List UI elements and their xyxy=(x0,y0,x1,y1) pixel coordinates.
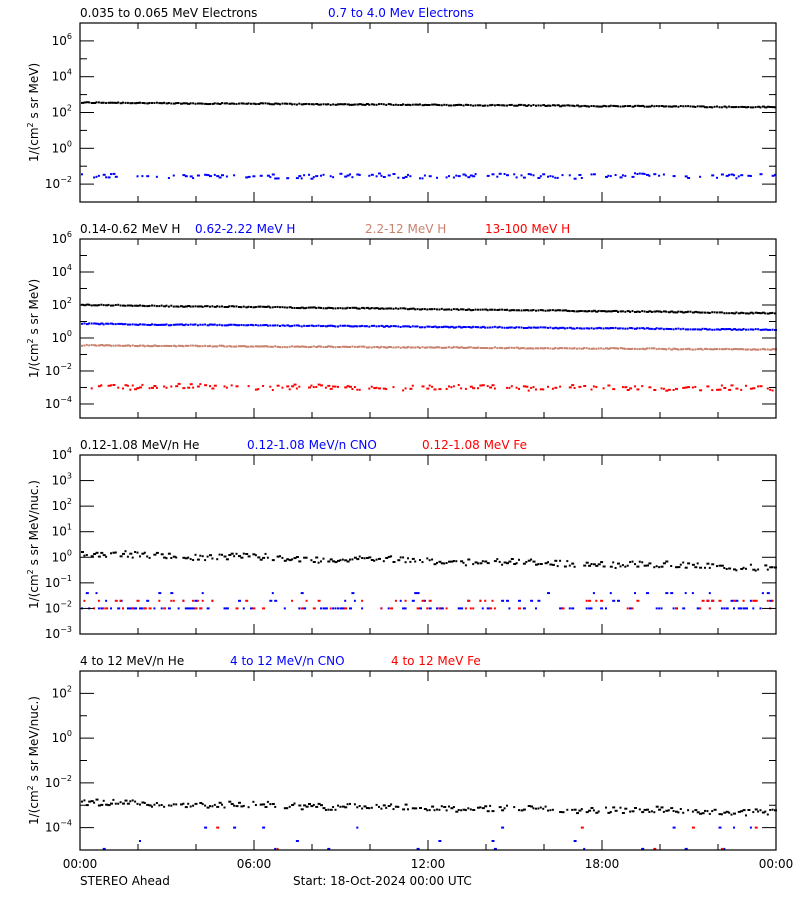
y-axis-label: 1/(cm2 s sr MeV) xyxy=(26,63,41,162)
y-tick-label: 10−3 xyxy=(45,625,72,641)
y-tick-label: 104 xyxy=(52,68,72,84)
legend-entry: 0.035 to 0.065 MeV Electrons xyxy=(80,6,257,20)
y-tick-label: 102 xyxy=(52,684,72,700)
y-tick-label: 100 xyxy=(52,139,72,155)
legend-entry: 0.12-1.08 MeV/n CNO xyxy=(247,438,377,452)
y-tick-label: 104 xyxy=(52,263,72,279)
y-tick-label: 10−2 xyxy=(45,175,72,191)
series-2 xyxy=(83,599,774,610)
legend-entry: 0.12-1.08 MeV Fe xyxy=(422,438,527,452)
y-tick-label: 10−2 xyxy=(45,362,72,378)
series-0 xyxy=(81,550,777,572)
legend-entry: 0.12-1.08 MeV/n He xyxy=(80,438,199,452)
y-tick-label: 106 xyxy=(52,230,72,246)
series-1 xyxy=(102,826,752,850)
x-tick-label: 00:00 xyxy=(63,857,98,871)
panel-3: 0.12-1.08 MeV/n He 0.12-1.08 MeV/n CNO 0.1… xyxy=(26,438,777,641)
y-tick-label: 103 xyxy=(52,472,72,488)
legend-entry: 4 to 12 MeV/n CNO xyxy=(230,654,345,668)
panel-2: 0.14-0.62 MeV H 0.62-2.22 MeV H 2.2-12 MeV… xyxy=(26,222,777,419)
y-tick-label: 100 xyxy=(52,548,72,564)
y-tick-label: 10−2 xyxy=(45,599,72,615)
x-tick-label: 18:00 xyxy=(585,857,620,871)
panel-4: 4 to 12 MeV/n He 4 to 12 MeV/n CNO 4 to 12… xyxy=(26,654,777,851)
y-axis-label: 1/(cm2 s sr MeV/nuc.) xyxy=(26,480,41,609)
y-tick-label: 100 xyxy=(52,729,72,745)
plot-frame xyxy=(79,454,777,635)
series-1 xyxy=(81,172,776,180)
y-tick-label: 102 xyxy=(52,497,72,513)
panel-1: 0.035 to 0.065 MeV Electrons 0.7 to 4.0 M… xyxy=(26,6,777,203)
y-tick-label: 100 xyxy=(52,329,72,345)
y-tick-label: 10−4 xyxy=(45,395,72,411)
plot-frame xyxy=(79,670,777,851)
y-tick-label: 102 xyxy=(52,296,72,312)
legend-entry: 4 to 12 MeV Fe xyxy=(391,654,481,668)
series-2 xyxy=(81,343,777,351)
start-time-label: Start: 18-Oct-2024 00:00 UTC xyxy=(293,874,472,888)
x-tick-label: 00:00 xyxy=(759,857,794,871)
y-tick-label: 10−4 xyxy=(45,819,72,835)
y-axis-label: 1/(cm2 s sr MeV) xyxy=(26,279,41,378)
series-1 xyxy=(81,592,773,610)
x-tick-label: 12:00 xyxy=(411,857,446,871)
series-1 xyxy=(81,322,777,331)
legend-entry: 4 to 12 MeV/n He xyxy=(80,654,184,668)
series-2 xyxy=(216,826,758,850)
y-tick-label: 104 xyxy=(52,446,72,462)
series-0 xyxy=(81,798,777,817)
y-axis-label: 1/(cm2 s sr MeV/nuc.) xyxy=(26,696,41,825)
series-3 xyxy=(90,382,774,392)
x-tick-label: 06:00 xyxy=(237,857,272,871)
legend-entry: 13-100 MeV H xyxy=(485,222,570,236)
legend-entry: 2.2-12 MeV H xyxy=(365,222,446,236)
spacecraft-label: STEREO Ahead xyxy=(80,874,170,888)
legend-entry: 0.14-0.62 MeV H xyxy=(80,222,180,236)
y-tick-label: 102 xyxy=(52,104,72,120)
y-tick-label: 101 xyxy=(52,523,72,539)
y-tick-label: 106 xyxy=(52,32,72,48)
x-axis-tick-labels: 00:00 06:00 12:00 18:00 00:00 xyxy=(63,857,794,871)
legend-entry: 0.62-2.22 MeV H xyxy=(195,222,295,236)
y-tick-label: 10−2 xyxy=(45,774,72,790)
y-tick-label: 10−1 xyxy=(45,574,72,590)
series-0 xyxy=(81,303,776,315)
series-0 xyxy=(81,101,776,109)
legend-entry: 0.7 to 4.0 Mev Electrons xyxy=(328,6,474,20)
